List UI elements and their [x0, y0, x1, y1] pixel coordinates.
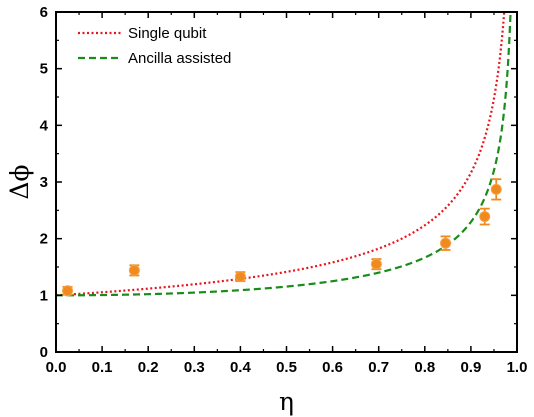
y-tick-label: 6 — [40, 4, 48, 21]
legend-label-ancilla-assisted: Ancilla assisted — [128, 50, 231, 67]
legend-label-single-qubit: Single qubit — [128, 25, 207, 42]
ancilla-assisted-curve — [56, 11, 512, 297]
axis-ticks — [55, 11, 518, 353]
data-point — [440, 237, 452, 249]
x-tick-label: 1.0 — [507, 359, 528, 376]
x-tick-label: 0.1 — [92, 359, 113, 376]
data-point — [234, 271, 246, 283]
data-point — [370, 258, 382, 270]
y-axis-label: Δϕ — [5, 164, 34, 199]
y-tick-label: 1 — [40, 287, 48, 304]
y-tick-label: 2 — [40, 231, 48, 248]
x-tick-label: 0.7 — [368, 359, 389, 376]
data-point — [479, 211, 491, 223]
plot-frame — [55, 11, 518, 353]
x-tick-label: 0.3 — [184, 359, 205, 376]
x-tick-label: 0.8 — [414, 359, 435, 376]
x-tick-label: 0.0 — [46, 359, 67, 376]
x-tick-label: 0.2 — [138, 359, 159, 376]
x-tick-label: 0.4 — [230, 359, 252, 376]
y-tick-label: 0 — [40, 344, 48, 361]
y-tick-label: 5 — [40, 61, 48, 78]
tick-labels: 0.0 0.1 0.2 0.3 0.4 0.5 0.6 0.7 0.8 0.9 1.0 0 1 2 3 4 5 6 — [40, 4, 528, 376]
y-tick-label: 3 — [40, 174, 48, 191]
x-tick-label: 0.5 — [276, 359, 297, 376]
data-point — [490, 183, 502, 195]
data-point — [62, 285, 74, 297]
legend: Single qubit Ancilla assisted — [78, 25, 231, 67]
data-point — [128, 264, 140, 276]
y-tick-label: 4 — [40, 117, 49, 134]
single-qubit-curve — [55, 11, 506, 297]
curve-layer — [55, 11, 512, 297]
x-axis-label: η — [279, 387, 294, 416]
data-point-layer — [62, 178, 502, 297]
x-tick-label: 0.9 — [460, 359, 481, 376]
x-tick-label: 0.6 — [322, 359, 343, 376]
